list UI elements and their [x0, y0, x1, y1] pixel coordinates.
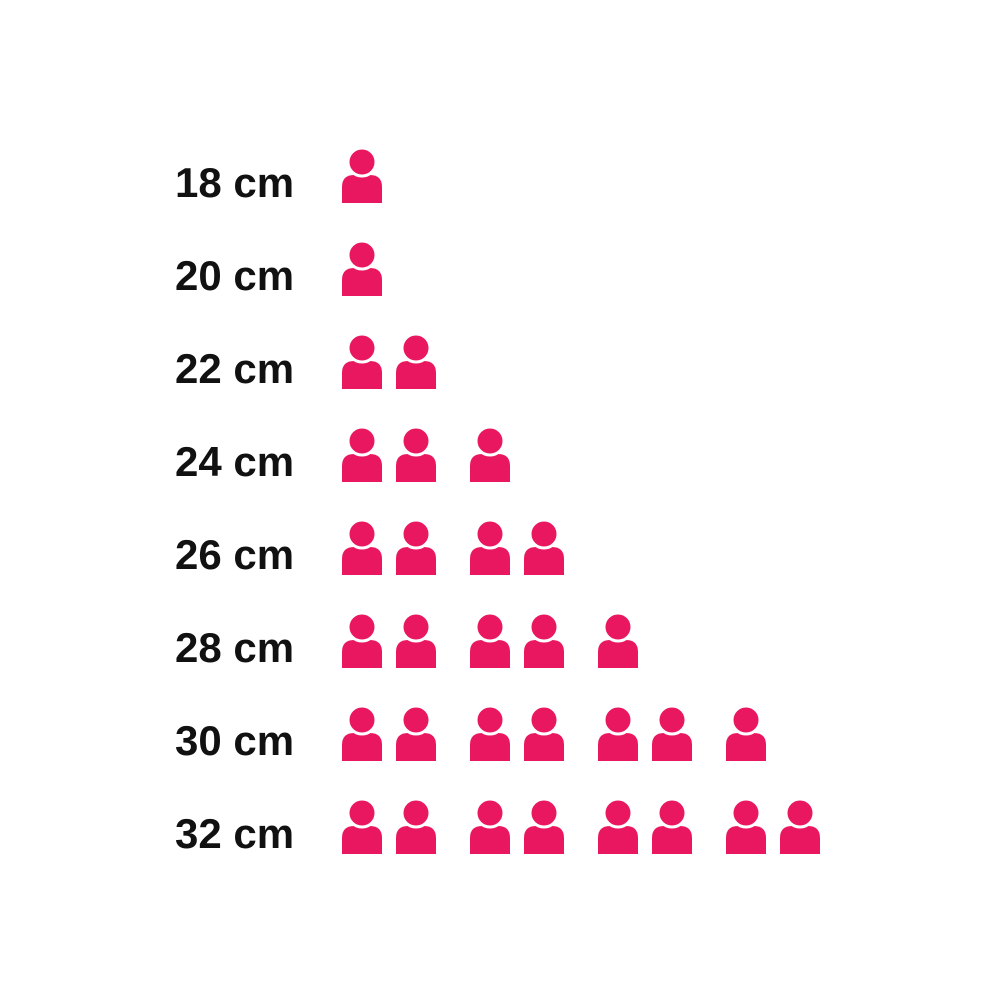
person-icon	[652, 705, 692, 761]
person-icon	[396, 705, 436, 761]
chart-row: 28 cm	[175, 612, 822, 671]
icon-track	[340, 798, 822, 854]
person-icon	[598, 612, 638, 668]
person-icon	[524, 519, 564, 575]
icon-group	[596, 798, 694, 854]
person-icon	[342, 519, 382, 575]
person-icon	[342, 147, 382, 203]
icon-group	[340, 426, 438, 482]
person-icon	[396, 519, 436, 575]
chart-row: 24 cm	[175, 426, 822, 485]
person-icon	[396, 612, 436, 668]
icon-group	[596, 705, 694, 761]
person-icon	[396, 426, 436, 482]
person-icon	[470, 705, 510, 761]
chart-row: 30 cm	[175, 705, 822, 764]
person-icon	[470, 519, 510, 575]
person-icon	[598, 798, 638, 854]
icon-group	[724, 705, 768, 761]
person-icon	[396, 333, 436, 389]
person-icon	[342, 240, 382, 296]
category-label: 28 cm	[175, 624, 295, 671]
person-icon	[598, 705, 638, 761]
category-label: 26 cm	[175, 531, 295, 578]
icon-group	[468, 519, 566, 575]
icon-group	[340, 147, 384, 203]
icon-group	[468, 426, 512, 482]
category-label: 20 cm	[175, 252, 295, 299]
person-icon	[726, 705, 766, 761]
pictogram-chart: 18 cm 20 cm 22 cm 24 cm 26 cm 28 cm 30 cm 32 cm	[175, 147, 822, 891]
icon-group	[340, 240, 384, 296]
icon-track	[340, 519, 566, 575]
person-icon	[780, 798, 820, 854]
icon-group	[468, 705, 566, 761]
icon-track	[340, 705, 768, 761]
icon-group	[340, 612, 438, 668]
category-label: 24 cm	[175, 438, 295, 485]
icon-group	[340, 333, 438, 389]
chart-row: 26 cm	[175, 519, 822, 578]
person-icon	[470, 612, 510, 668]
chart-row: 18 cm	[175, 147, 822, 206]
person-icon	[652, 798, 692, 854]
category-label: 30 cm	[175, 717, 295, 764]
person-icon	[342, 612, 382, 668]
person-icon	[342, 333, 382, 389]
person-icon	[470, 798, 510, 854]
person-icon	[342, 426, 382, 482]
icon-track	[340, 612, 640, 668]
category-label: 22 cm	[175, 345, 295, 392]
category-label: 32 cm	[175, 810, 295, 857]
icon-group	[596, 612, 640, 668]
chart-row: 22 cm	[175, 333, 822, 392]
icon-group	[468, 612, 566, 668]
chart-row: 20 cm	[175, 240, 822, 299]
icon-group	[724, 798, 822, 854]
person-icon	[396, 798, 436, 854]
person-icon	[726, 798, 766, 854]
icon-group	[340, 519, 438, 575]
person-icon	[342, 798, 382, 854]
icon-track	[340, 147, 384, 203]
person-icon	[524, 705, 564, 761]
icon-group	[468, 798, 566, 854]
person-icon	[470, 426, 510, 482]
person-icon	[524, 612, 564, 668]
person-icon	[524, 798, 564, 854]
icon-track	[340, 333, 438, 389]
icon-track	[340, 426, 512, 482]
category-label: 18 cm	[175, 159, 295, 206]
icon-group	[340, 798, 438, 854]
person-icon	[342, 705, 382, 761]
icon-track	[340, 240, 384, 296]
icon-group	[340, 705, 438, 761]
chart-row: 32 cm	[175, 798, 822, 857]
